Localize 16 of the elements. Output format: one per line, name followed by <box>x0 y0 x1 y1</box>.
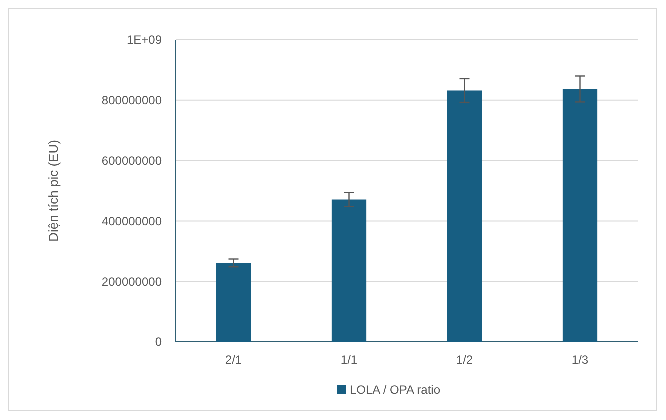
y-tick-label: 0 <box>155 335 162 350</box>
bar <box>332 200 367 342</box>
x-tick-label: 1/3 <box>572 353 589 367</box>
x-tick-label: 2/1 <box>225 353 242 367</box>
bar <box>447 90 482 342</box>
x-tick-label: 1/1 <box>340 353 358 367</box>
y-tick-label: 200000000 <box>102 274 162 289</box>
y-axis-title: Diện tích pic (EU) <box>46 140 61 242</box>
y-tick-label: 400000000 <box>102 214 162 228</box>
bar <box>562 89 598 342</box>
x-tick-label: 1/2 <box>456 353 474 367</box>
y-tick-label: 800000000 <box>102 94 162 108</box>
legend-label: LOLA / OPA ratio <box>350 383 441 398</box>
bar <box>216 263 252 342</box>
y-tick-label: 600000000 <box>102 154 162 168</box>
y-tick-label: 1E+09 <box>126 33 162 48</box>
